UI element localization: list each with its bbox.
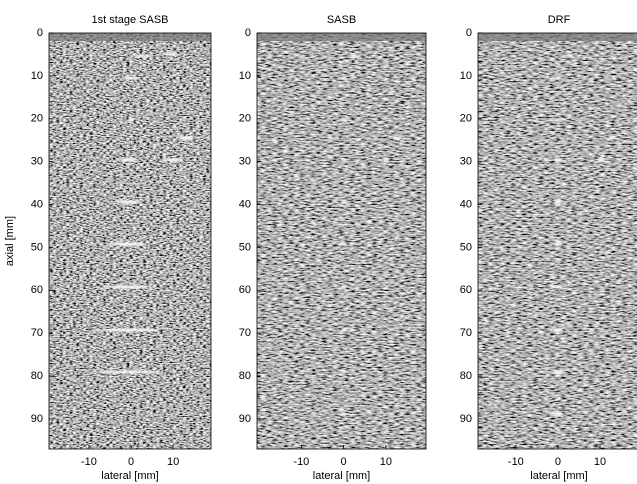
point-targets — [95, 52, 616, 416]
point-target — [554, 158, 562, 162]
y-tick-label: 90 — [31, 413, 43, 425]
y-tick-label: 50 — [239, 241, 251, 253]
point-target — [553, 328, 563, 332]
point-target — [341, 118, 347, 122]
panel-title: SASB — [327, 14, 356, 26]
y-tick-label: 70 — [239, 327, 251, 339]
y-tick-label: 0 — [245, 27, 251, 39]
point-target — [555, 118, 561, 122]
point-target — [123, 76, 139, 80]
y-tick-label: 40 — [31, 198, 43, 210]
y-tick-label: 80 — [460, 370, 472, 382]
y-tick-label: 10 — [31, 70, 43, 82]
y-tick-label: 30 — [31, 156, 43, 168]
ultrasound-image — [49, 33, 211, 449]
point-target — [393, 136, 401, 140]
y-tick-label: 90 — [239, 413, 251, 425]
y-tick-label: 30 — [460, 156, 472, 168]
y-tick-label: 10 — [460, 70, 472, 82]
point-target — [119, 158, 137, 162]
axes-frame — [477, 32, 637, 450]
point-target — [383, 158, 389, 162]
y-tick-label: 20 — [460, 113, 472, 125]
point-target — [95, 370, 161, 374]
point-target — [608, 136, 616, 140]
point-target — [553, 370, 563, 374]
y-tick-label: 50 — [31, 241, 43, 253]
image-top-band — [257, 33, 426, 41]
point-target — [104, 285, 152, 289]
point-target — [341, 200, 347, 204]
point-target — [553, 412, 563, 416]
point-target — [179, 136, 193, 140]
x-axis-label: lateral [mm] — [530, 470, 587, 482]
y-tick-label: 10 — [239, 70, 251, 82]
x-tick-label: 0 — [555, 456, 561, 468]
y-tick-label: 40 — [460, 198, 472, 210]
point-target — [554, 200, 562, 204]
point-target — [128, 118, 134, 122]
panel-title: 1st stage SASB — [91, 14, 168, 26]
point-target — [341, 328, 347, 332]
point-target — [341, 370, 347, 374]
point-target — [567, 54, 573, 58]
y-tick-label: 30 — [239, 156, 251, 168]
axes-frame — [48, 32, 212, 450]
y-tick-label: 20 — [31, 113, 43, 125]
images — [49, 33, 637, 449]
y-tick-label: 70 — [460, 327, 472, 339]
point-target — [555, 76, 561, 80]
x-axis-label: lateral [mm] — [101, 470, 158, 482]
point-target — [341, 158, 347, 162]
y-tick-label: 60 — [460, 284, 472, 296]
y-tick-label: 80 — [239, 370, 251, 382]
y-tick-label: 60 — [31, 284, 43, 296]
point-target — [162, 52, 178, 56]
x-tick-label: 10 — [380, 456, 392, 468]
y-tick-label: 50 — [460, 241, 472, 253]
point-target — [351, 54, 357, 58]
x-tick-label: 0 — [341, 456, 347, 468]
y-axis-label: axial [mm] — [4, 216, 16, 266]
image-top-band — [49, 33, 211, 41]
ultrasound-image — [478, 33, 637, 449]
y-tick-label: 20 — [239, 113, 251, 125]
point-target — [164, 158, 182, 162]
point-target — [341, 412, 347, 416]
point-target — [554, 242, 562, 246]
x-tick-label: -10 — [293, 456, 309, 468]
point-target — [341, 76, 347, 80]
point-target — [97, 328, 159, 332]
point-target — [115, 200, 141, 204]
x-tick-label: 10 — [594, 456, 606, 468]
y-tick-label: 0 — [37, 27, 43, 39]
x-tick-label: -10 — [81, 456, 97, 468]
y-tick-label: 0 — [466, 27, 472, 39]
y-tick-label: 90 — [460, 413, 472, 425]
x-tick-label: -10 — [508, 456, 524, 468]
y-tick-label: 70 — [31, 327, 43, 339]
x-tick-label: 10 — [167, 456, 179, 468]
point-target — [554, 285, 562, 289]
x-axis-label: lateral [mm] — [313, 470, 370, 482]
y-tick-label: 60 — [239, 284, 251, 296]
point-target — [135, 54, 149, 58]
point-target — [597, 158, 605, 162]
point-target — [109, 242, 147, 246]
point-target — [341, 285, 347, 289]
ultrasound-image — [257, 33, 426, 449]
axes-frame — [256, 32, 427, 450]
y-tick-label: 80 — [31, 370, 43, 382]
panel-title: DRF — [548, 14, 571, 26]
y-tick-label: 40 — [239, 198, 251, 210]
point-target — [341, 242, 347, 246]
x-tick-label: 0 — [128, 456, 134, 468]
image-top-band — [478, 33, 637, 41]
